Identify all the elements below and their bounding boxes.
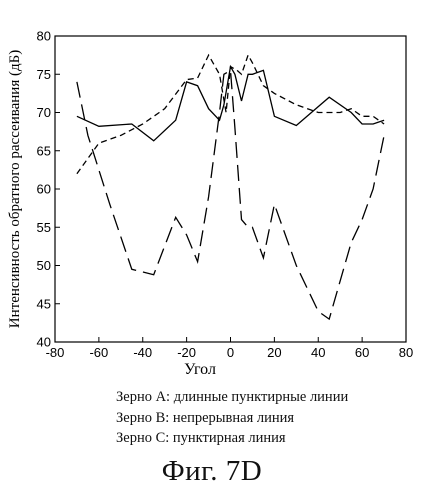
legend-item-c: Зерно C: пунктирная линия xyxy=(116,428,348,449)
x-tick-label: 20 xyxy=(267,345,281,360)
x-tick-label: -40 xyxy=(133,345,152,360)
series-line-a xyxy=(77,70,384,319)
x-axis-label: Угол xyxy=(184,361,216,378)
y-tick-label: 50 xyxy=(37,258,51,273)
y-tick-label: 60 xyxy=(37,182,51,197)
y-tick-label: 65 xyxy=(37,143,51,158)
x-tick-label: 80 xyxy=(399,345,413,360)
x-tick-label: -60 xyxy=(89,345,108,360)
y-tick-label: 80 xyxy=(37,29,51,44)
legend-item-a: Зерно A: длинные пунктирные линии xyxy=(116,387,348,408)
legend-item-b: Зерно B: непрерывная линия xyxy=(116,408,348,429)
x-tick-label: 40 xyxy=(311,345,325,360)
y-tick-label: 45 xyxy=(37,296,51,311)
y-tick-label: 70 xyxy=(37,105,51,120)
series-line-c xyxy=(77,55,384,174)
y-tick-label: 55 xyxy=(37,220,51,235)
y-axis-label: Интенсивность обратного рассеивания (дБ) xyxy=(7,50,23,328)
chart: -80-60-40-20020406080404550556065707580 … xyxy=(0,0,424,380)
plot-frame xyxy=(55,36,406,342)
x-tick-label: 0 xyxy=(227,345,234,360)
y-tick-label: 40 xyxy=(37,335,51,350)
legend: Зерно A: длинные пунктирные линии Зерно … xyxy=(116,387,348,449)
x-tick-label: -20 xyxy=(177,345,196,360)
y-tick-label: 75 xyxy=(37,67,51,82)
figure-caption: Фиг. 7D xyxy=(0,455,424,488)
x-tick-label: 60 xyxy=(355,345,369,360)
